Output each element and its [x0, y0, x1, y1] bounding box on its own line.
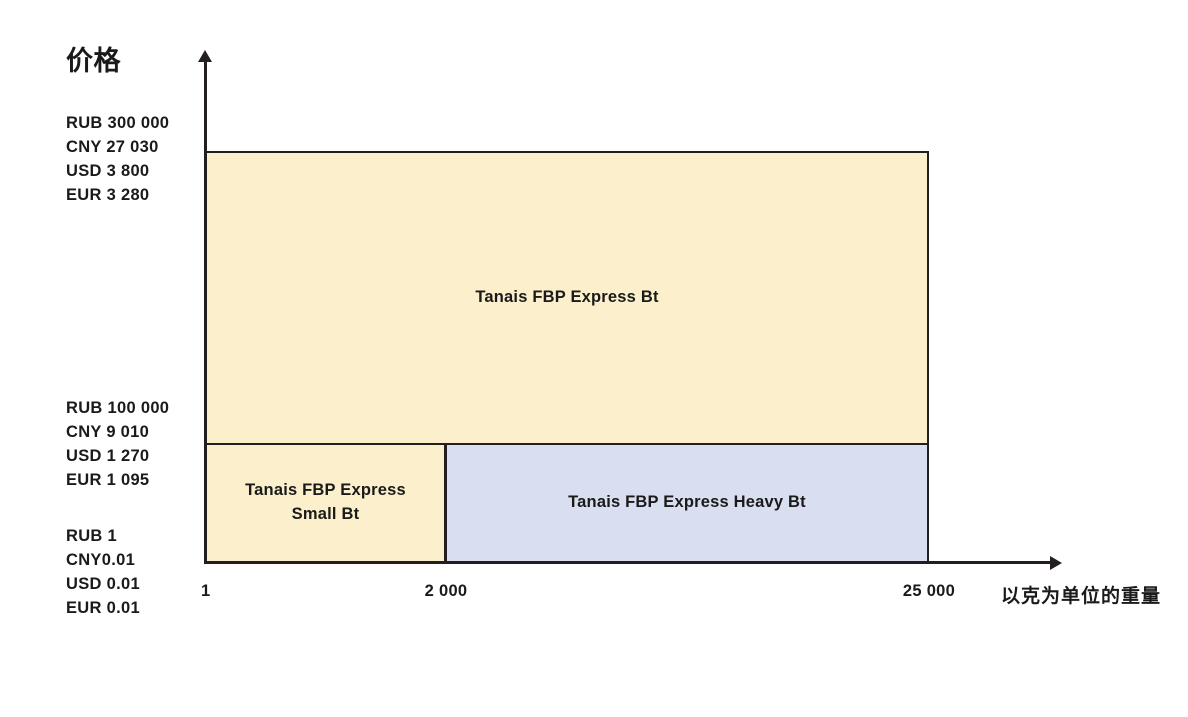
x-axis-arrow-icon	[1050, 556, 1062, 570]
y-tick-group-high: RUB 300 000 CNY 27 030 USD 3 800 EUR 3 2…	[66, 111, 169, 207]
y-tick-group-mid: RUB 100 000 CNY 9 010 USD 1 270 EUR 1 09…	[66, 396, 169, 492]
region-tanais-fbp-express-heavy-bt: Tanais FBP Express Heavy Bt	[445, 443, 929, 563]
y-tick-label-cny: CNY 9 010	[66, 423, 150, 441]
y-tick-label-eur: EUR 3 280	[66, 186, 150, 204]
y-tick-label-cny: CNY0.01	[66, 551, 136, 569]
y-axis-title: 价格	[66, 46, 121, 76]
x-tick-label-25000: 25 000	[902, 582, 956, 600]
y-tick-label-rub: RUB 100 000	[66, 399, 170, 417]
y-tick-group-low: RUB 1 CNY0.01 USD 0.01 EUR 0.01	[66, 524, 140, 620]
y-tick-label-eur: EUR 1 095	[66, 471, 150, 489]
y-tick-label-rub: RUB 1	[66, 527, 118, 545]
y-tick-label-usd: USD 1 270	[66, 447, 150, 465]
region-label: Tanais FBP Express Heavy Bt	[568, 493, 806, 512]
region-label: Tanais FBP Express Small Bt	[245, 481, 406, 523]
region-tanais-fbp-express-bt: Tanais FBP Express Bt	[205, 151, 929, 445]
y-tick-label-usd: USD 0.01	[66, 575, 140, 593]
y-axis-arrow-icon	[198, 50, 212, 62]
y-tick-label-cny: CNY 27 030	[66, 138, 159, 156]
region-label: Tanais FBP Express Bt	[475, 288, 659, 307]
x-tick-label-2000: 2 000	[424, 582, 468, 600]
y-tick-label-rub: RUB 300 000	[66, 114, 170, 132]
region-tanais-fbp-express-small-bt: Tanais FBP Express Small Bt	[205, 443, 446, 563]
y-tick-label-eur: EUR 0.01	[66, 599, 140, 617]
y-tick-label-usd: USD 3 800	[66, 162, 150, 180]
x-tick-label-1: 1	[201, 582, 211, 600]
x-axis-title: 以克为单位的重量	[1001, 586, 1162, 607]
